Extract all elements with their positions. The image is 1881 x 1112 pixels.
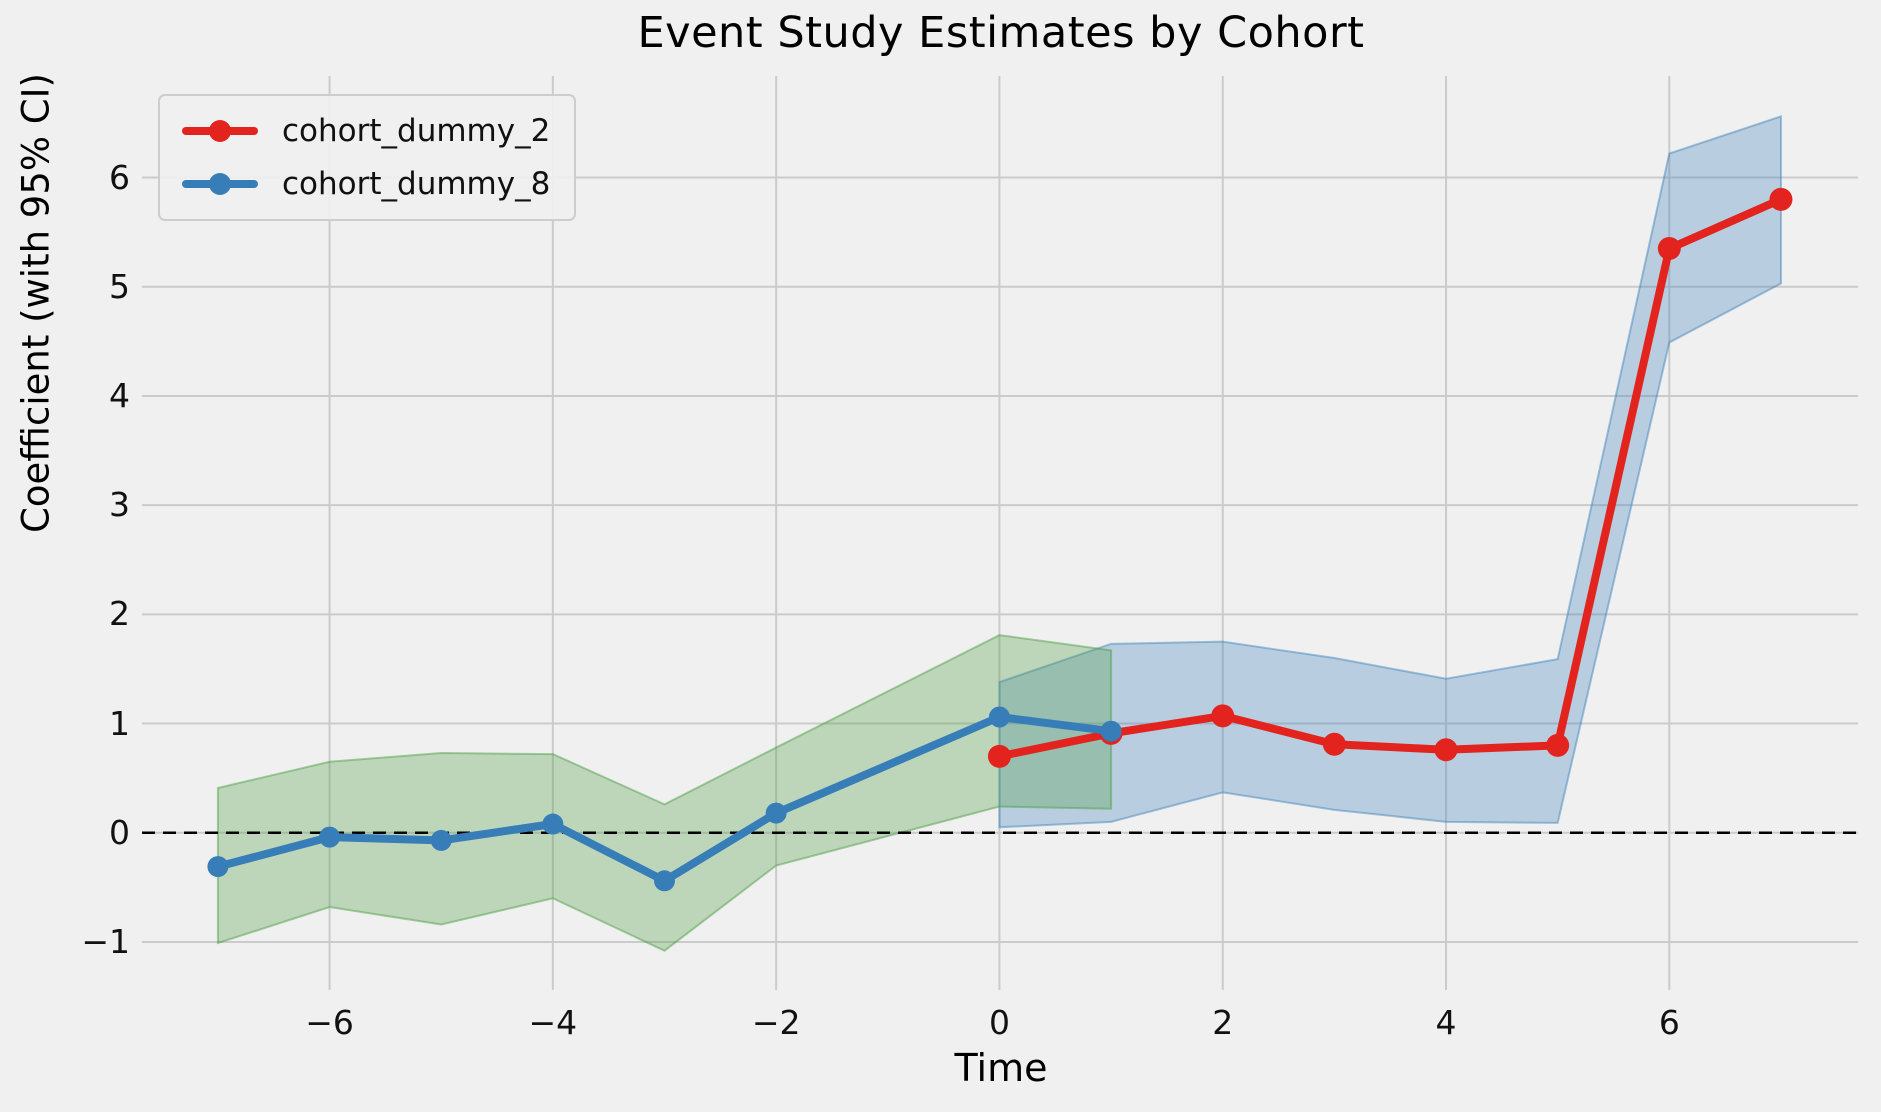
ci-band-cohort_dummy_2: [998, 115, 1782, 829]
data-point-marker-cohort_dummy_2: [1211, 704, 1235, 728]
data-line-cohort_dummy_8: [213, 713, 1116, 885]
data-point-marker-cohort_dummy_8: [654, 870, 676, 892]
x-tick-label: −2: [751, 1003, 801, 1042]
legend: cohort_dummy_2 cohort_dummy_8: [158, 94, 577, 221]
data-point-marker-cohort_dummy_2: [1769, 187, 1793, 211]
legend-item-cohort_dummy_8: cohort_dummy_8: [182, 164, 550, 204]
x-tick-label: 2: [1212, 1003, 1234, 1042]
x-tick-label: 4: [1435, 1003, 1457, 1042]
data-point-marker-cohort_dummy_8: [1100, 720, 1122, 742]
y-tick-label: 3: [109, 485, 130, 525]
data-point-marker-cohort_dummy_8: [207, 856, 229, 878]
y-tick-label: −1: [81, 921, 130, 961]
y-tick-label: 5: [109, 266, 130, 306]
data-point-marker-cohort_dummy_2: [1546, 733, 1570, 757]
data-point-marker-cohort_dummy_2: [1657, 237, 1681, 261]
x-tick-label: 0: [988, 1003, 1010, 1042]
x-axis-label: Time: [954, 1046, 1048, 1090]
y-tick-label: 1: [109, 703, 130, 743]
data-point-marker-cohort_dummy_8: [765, 802, 787, 824]
data-point-marker-cohort_dummy_8: [430, 829, 452, 851]
x-tick-label: 6: [1658, 1003, 1680, 1042]
ci-band-cohort_dummy_8: [216, 634, 1113, 952]
legend-marker-dot: [209, 173, 231, 195]
data-point-marker-cohort_dummy_8: [319, 826, 341, 848]
y-tick-label: 4: [109, 375, 130, 415]
legend-line-marker-icon: [182, 164, 258, 204]
y-tick-label: 0: [109, 812, 130, 852]
data-point-marker-cohort_dummy_8: [542, 813, 564, 835]
x-tick-label: −6: [305, 1003, 354, 1042]
chart-title: Event Study Estimates by Cohort: [637, 8, 1365, 58]
legend-label: cohort_dummy_2: [282, 113, 551, 149]
legend-line-marker-icon: [182, 111, 258, 151]
legend-marker-dot: [209, 120, 231, 142]
legend-label: cohort_dummy_8: [282, 166, 551, 202]
data-point-marker-cohort_dummy_2: [1322, 732, 1346, 756]
y-tick-label: 2: [109, 594, 130, 634]
data-point-marker-cohort_dummy_8: [988, 706, 1010, 728]
data-line-cohort_dummy_2: [995, 195, 1785, 761]
y-tick-label: 6: [109, 157, 130, 197]
legend-item-cohort_dummy_2: cohort_dummy_2: [182, 111, 550, 151]
data-point-marker-cohort_dummy_2: [1434, 738, 1458, 762]
x-tick-label: −4: [528, 1003, 578, 1042]
data-point-marker-cohort_dummy_2: [987, 744, 1011, 768]
